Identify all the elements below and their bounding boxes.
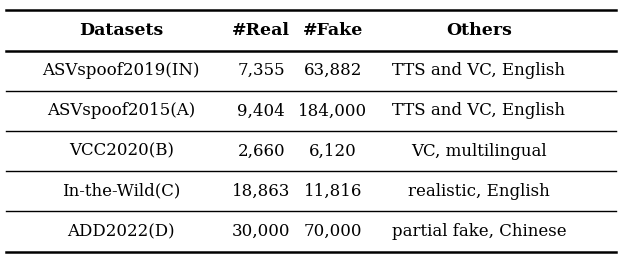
Text: TTS and VC, English: TTS and VC, English [392, 102, 565, 119]
Text: VCC2020(B): VCC2020(B) [69, 143, 174, 160]
Text: In-the-Wild(C): In-the-Wild(C) [62, 183, 180, 200]
Text: ADD2022(D): ADD2022(D) [67, 223, 175, 240]
Text: 6,120: 6,120 [309, 143, 356, 160]
Text: 30,000: 30,000 [232, 223, 290, 240]
Text: 7,355: 7,355 [238, 62, 285, 79]
Text: Others: Others [446, 22, 512, 39]
Text: #Fake: #Fake [302, 22, 363, 39]
Text: realistic, English: realistic, English [408, 183, 550, 200]
Text: 184,000: 184,000 [298, 102, 368, 119]
Text: 2,660: 2,660 [238, 143, 285, 160]
Text: Datasets: Datasets [79, 22, 164, 39]
Text: partial fake, Chinese: partial fake, Chinese [392, 223, 566, 240]
Text: VC, multilingual: VC, multilingual [411, 143, 547, 160]
Text: 18,863: 18,863 [232, 183, 290, 200]
Text: ASVspoof2019(IN): ASVspoof2019(IN) [42, 62, 200, 79]
Text: #Real: #Real [232, 22, 290, 39]
Text: TTS and VC, English: TTS and VC, English [392, 62, 565, 79]
Text: 9,404: 9,404 [238, 102, 285, 119]
Text: ASVspoof2015(A): ASVspoof2015(A) [47, 102, 195, 119]
Text: 70,000: 70,000 [304, 223, 362, 240]
Text: 63,882: 63,882 [304, 62, 362, 79]
Text: 11,816: 11,816 [304, 183, 362, 200]
